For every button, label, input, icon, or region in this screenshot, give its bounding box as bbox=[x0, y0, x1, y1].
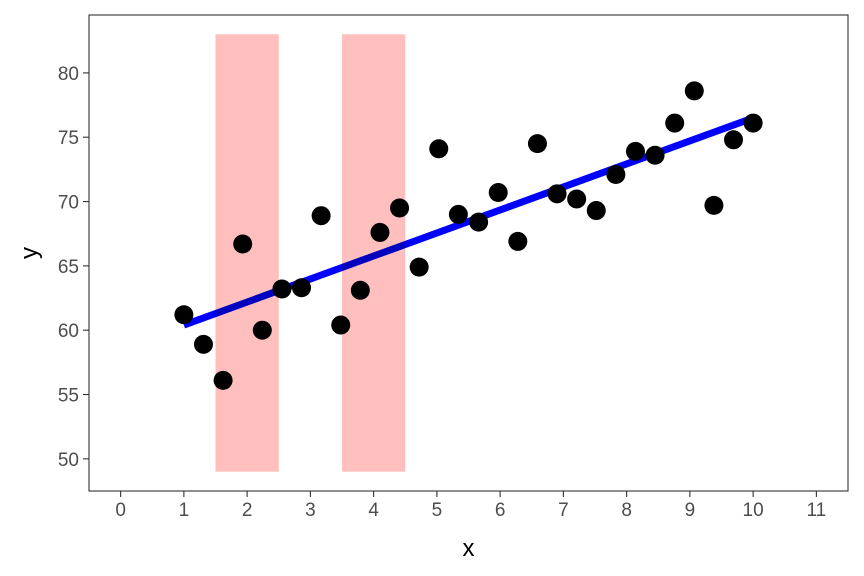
data-point bbox=[684, 81, 704, 101]
x-tick-label: 4 bbox=[368, 500, 379, 521]
x-tick-label: 7 bbox=[558, 500, 569, 521]
data-point bbox=[586, 201, 606, 221]
shaded-regions bbox=[215, 34, 406, 472]
y-tick-label: 65 bbox=[58, 257, 79, 278]
plot-panel-border bbox=[88, 14, 849, 492]
data-point bbox=[311, 206, 331, 226]
data-point bbox=[292, 278, 312, 298]
y-axis-title: y bbox=[16, 247, 43, 259]
x-tick-label: 2 bbox=[242, 500, 253, 521]
data-point bbox=[409, 257, 429, 277]
data-point bbox=[567, 189, 587, 209]
x-axis-title: x bbox=[463, 535, 475, 562]
x-tick-label: 3 bbox=[305, 500, 316, 521]
x-axis: 0 1 2 3 4 5 6 7 8 9 10 11 bbox=[115, 491, 826, 521]
x-tick-label: 0 bbox=[115, 500, 126, 521]
y-tick-label: 70 bbox=[58, 193, 79, 214]
data-point bbox=[724, 130, 744, 150]
shaded-region-1 bbox=[215, 34, 279, 472]
data-point bbox=[429, 139, 449, 159]
x-tick-label: 9 bbox=[685, 500, 696, 521]
x-tick-label: 8 bbox=[621, 500, 632, 521]
data-point bbox=[743, 113, 763, 133]
x-tick-label: 11 bbox=[807, 500, 827, 521]
y-tick-label: 60 bbox=[58, 321, 79, 342]
x-tick-label: 6 bbox=[495, 500, 506, 521]
y-tick-label: 55 bbox=[58, 386, 79, 407]
y-tick-label: 80 bbox=[58, 64, 79, 85]
y-tick-label: 75 bbox=[58, 128, 79, 149]
data-point bbox=[527, 134, 547, 154]
data-point bbox=[448, 204, 468, 224]
data-point bbox=[606, 165, 626, 185]
y-axis: 50 55 60 65 70 75 80 bbox=[58, 64, 89, 471]
data-point bbox=[193, 334, 213, 354]
data-point bbox=[508, 231, 528, 251]
data-point bbox=[704, 195, 724, 215]
shaded-region-2 bbox=[342, 34, 406, 472]
data-point bbox=[665, 113, 685, 133]
data-point bbox=[547, 184, 567, 204]
data-point bbox=[174, 305, 194, 325]
x-tick-label: 1 bbox=[179, 500, 190, 521]
x-tick-label: 10 bbox=[743, 500, 764, 521]
data-point bbox=[625, 141, 645, 161]
y-tick-label: 50 bbox=[58, 450, 79, 471]
x-tick-label: 5 bbox=[432, 500, 443, 521]
data-point bbox=[645, 145, 665, 165]
data-point bbox=[469, 212, 489, 232]
data-point bbox=[488, 183, 508, 203]
